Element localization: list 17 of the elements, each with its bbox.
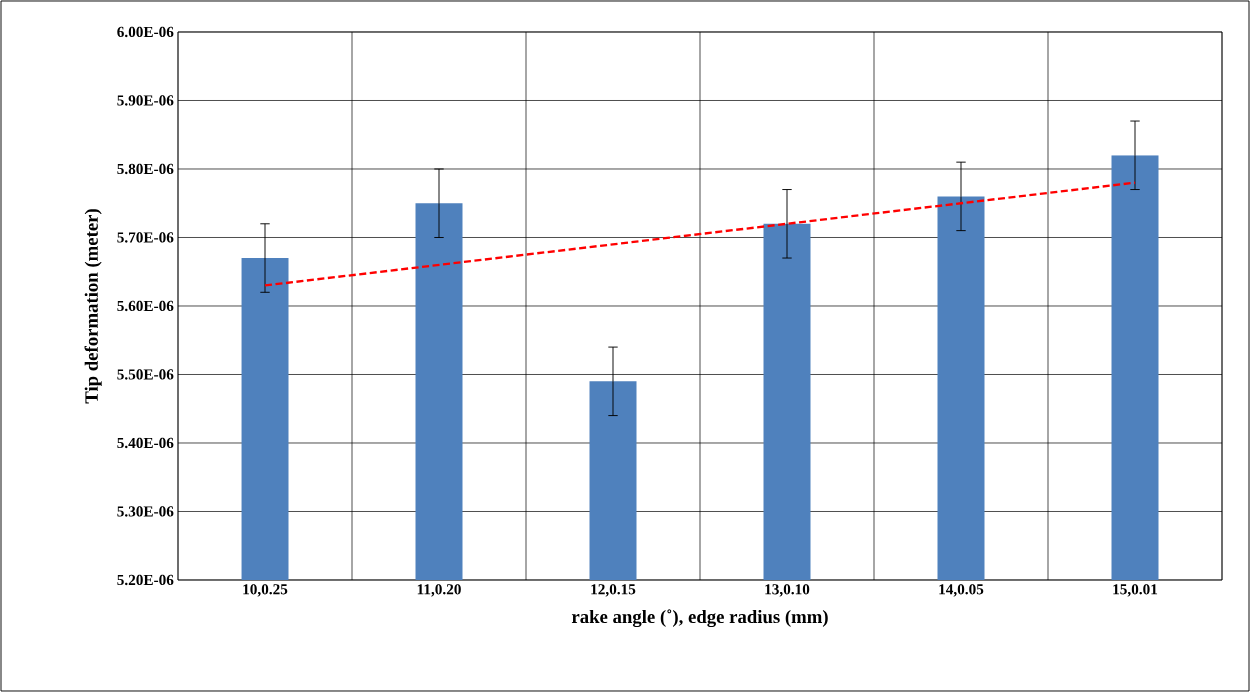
y-tick-label: 5.20E-06	[117, 574, 174, 586]
y-axis-title: Tip deformation (meter)	[84, 209, 102, 404]
y-tick-label: 5.90E-06	[117, 95, 174, 106]
y-tick-label: 5.60E-06	[117, 300, 174, 312]
x-tick-label: 11,0.20	[417, 584, 461, 597]
x-tick-label: 14,0.05	[939, 584, 984, 597]
y-tick-label: 6.00E-06	[117, 26, 174, 38]
y-tick-label: 5.40E-06	[117, 437, 174, 449]
y-tick-label: 5.80E-06	[117, 163, 174, 175]
y-tick-label: 5.50E-06	[117, 369, 174, 380]
y-tick-label: 5.70E-06	[117, 232, 174, 243]
y-tick-label: 5.30E-06	[117, 506, 174, 517]
x-tick-label: 12,0.15	[591, 584, 636, 597]
x-tick-label: 10,0.25	[243, 584, 288, 597]
x-tick-label: 15,0.01	[1113, 584, 1158, 597]
x-axis-title: rake angle (˚), edge radius (mm)	[571, 609, 828, 628]
x-tick-label: 13,0.10	[765, 584, 810, 597]
